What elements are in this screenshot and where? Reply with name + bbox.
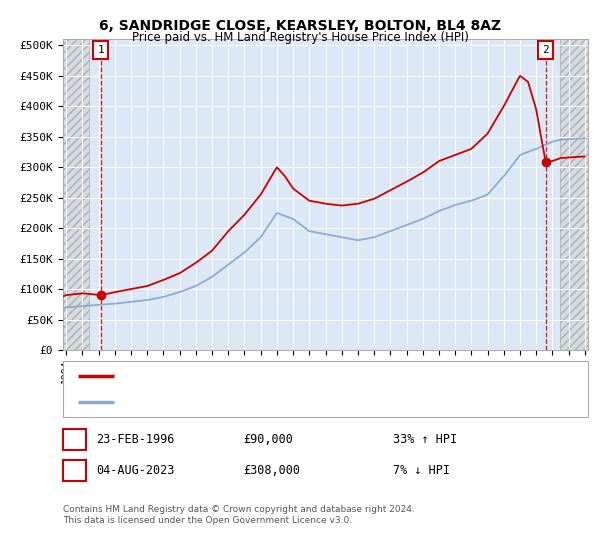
Bar — [560, 39, 588, 350]
Text: 23-FEB-1996: 23-FEB-1996 — [96, 433, 175, 446]
Text: £308,000: £308,000 — [243, 464, 300, 477]
Text: 1: 1 — [97, 45, 104, 55]
Text: Price paid vs. HM Land Registry's House Price Index (HPI): Price paid vs. HM Land Registry's House … — [131, 31, 469, 44]
Text: 1: 1 — [71, 433, 78, 446]
Text: 6, SANDRIDGE CLOSE, KEARSLEY, BOLTON, BL4 8AZ (detached house): 6, SANDRIDGE CLOSE, KEARSLEY, BOLTON, BL… — [123, 371, 489, 381]
Bar — [560, 39, 588, 350]
Text: Contains HM Land Registry data © Crown copyright and database right 2024.
This d: Contains HM Land Registry data © Crown c… — [63, 505, 415, 525]
Text: 33% ↑ HPI: 33% ↑ HPI — [393, 433, 457, 446]
Bar — [63, 39, 89, 350]
Text: 6, SANDRIDGE CLOSE, KEARSLEY, BOLTON, BL4 8AZ: 6, SANDRIDGE CLOSE, KEARSLEY, BOLTON, BL… — [99, 19, 501, 33]
Text: 7% ↓ HPI: 7% ↓ HPI — [393, 464, 450, 477]
Text: £90,000: £90,000 — [243, 433, 293, 446]
Text: 2: 2 — [71, 464, 78, 477]
Bar — [63, 39, 89, 350]
Text: 2: 2 — [542, 45, 549, 55]
Text: 04-AUG-2023: 04-AUG-2023 — [96, 464, 175, 477]
Text: HPI: Average price, detached house, Bolton: HPI: Average price, detached house, Bolt… — [123, 397, 349, 407]
